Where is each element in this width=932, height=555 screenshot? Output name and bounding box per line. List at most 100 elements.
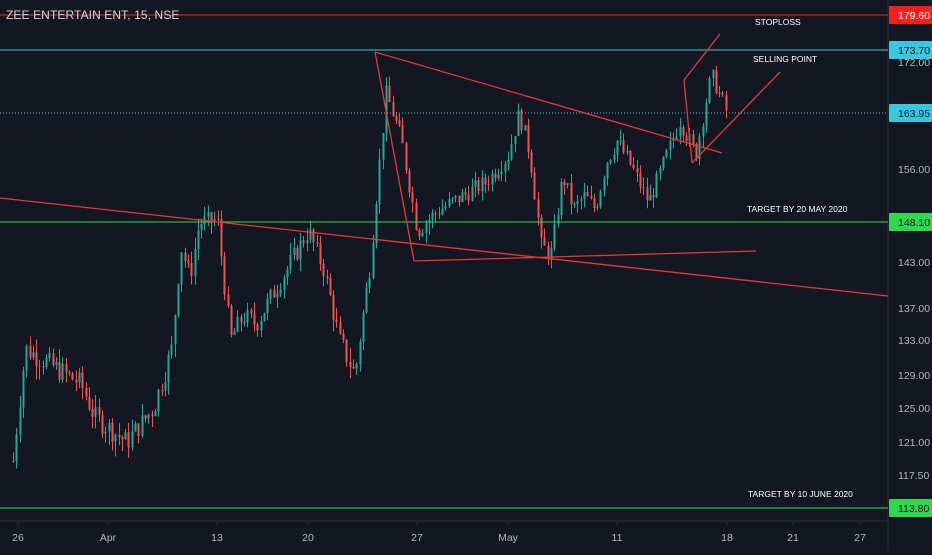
candle-body (448, 199, 451, 207)
candle-body (187, 261, 190, 263)
candle-body (665, 150, 668, 158)
candle-body (246, 310, 249, 323)
candle-body (12, 460, 15, 462)
channel-left-line[interactable] (683, 79, 693, 164)
candle-body (543, 237, 546, 246)
candle-body (61, 363, 64, 380)
candle-body (662, 157, 665, 169)
candle-body (362, 312, 365, 342)
candle-body (444, 206, 447, 209)
candle-body (302, 240, 305, 244)
candle-body (352, 366, 355, 369)
candle-body (342, 333, 345, 340)
candle-body (38, 366, 41, 368)
candle-body (75, 379, 78, 383)
candle-body (388, 85, 391, 103)
candle-body (553, 224, 556, 249)
candle-body (441, 208, 444, 215)
channel-upper-line[interactable] (683, 33, 721, 81)
candle-body (659, 168, 662, 174)
candle-body (477, 180, 480, 192)
support-trendline[interactable] (413, 250, 757, 262)
candle-body (636, 168, 639, 173)
time-axis[interactable]: 26 Apr 13 20 27 May 11 18 21 27 (12, 521, 866, 544)
candle-body (533, 172, 536, 200)
candle-body (81, 372, 84, 389)
candle-body (464, 192, 467, 195)
candle-body (349, 361, 352, 367)
candle-body (48, 353, 51, 359)
candle-body (425, 223, 428, 234)
candle-body (253, 313, 256, 325)
candle-body (339, 322, 342, 334)
candle-body (606, 163, 609, 179)
candle-body (236, 316, 239, 332)
candle-body (283, 277, 286, 290)
candle-body (692, 133, 695, 144)
candle-body (322, 263, 325, 277)
candle-body (494, 173, 497, 179)
candle-body (405, 143, 408, 171)
candle-body (359, 341, 362, 365)
candle-body (484, 177, 487, 185)
candle-body (32, 352, 35, 358)
candle-body (557, 215, 560, 225)
long-term-descending-trendline[interactable] (0, 197, 889, 297)
candle-body (230, 306, 233, 335)
candle-body (71, 373, 74, 380)
candle-body (537, 199, 540, 218)
candle-body (718, 92, 721, 94)
candle-body (375, 204, 378, 243)
candle-body (329, 277, 332, 296)
candle-body (434, 213, 437, 215)
candle-body (101, 414, 104, 434)
candle-body (418, 229, 421, 236)
channel-lower-line[interactable] (691, 71, 781, 164)
candle-body (25, 345, 28, 371)
candle-body (547, 245, 550, 259)
upper-descending-trendline[interactable] (374, 51, 723, 154)
candle-body (632, 164, 635, 169)
candles-layer (12, 65, 728, 469)
candle-body (286, 268, 289, 278)
candle-body (296, 247, 299, 260)
target-2-price-tag-text: 113.80 (898, 503, 929, 515)
candle-body (220, 219, 223, 257)
candle-body (233, 331, 236, 335)
time-tick-label: 27 (854, 532, 866, 544)
candle-body (194, 248, 197, 277)
stoploss-label: STOPLOSS (755, 17, 801, 27)
candle-body (15, 434, 18, 462)
candle-body (583, 191, 586, 200)
candle-body (144, 415, 147, 419)
price-tick-label: 125.00 (898, 403, 930, 415)
candle-body (335, 319, 338, 323)
candle-body (55, 362, 58, 366)
candle-body (157, 390, 160, 412)
candle-body (368, 278, 371, 288)
target-1-price-tag-text: 148.10 (898, 217, 930, 229)
time-tick-label: 18 (721, 532, 733, 544)
candle-body (170, 344, 173, 356)
symbol-title: ZEE ENTERTAIN ENT, 15, NSE (6, 8, 180, 22)
candle-body (94, 407, 97, 417)
candle-body (190, 262, 193, 277)
candle-body (306, 239, 309, 244)
candle-body (372, 242, 375, 279)
candle-body (520, 110, 523, 131)
candle-body (124, 432, 127, 440)
candle-body (566, 182, 569, 185)
candle-body (593, 198, 596, 209)
support-left-connector[interactable] (374, 51, 415, 262)
price-axis[interactable]: 172.00 156.00 143.00 137.00 133.00 129.00 125.… (898, 57, 930, 482)
candle-body (550, 248, 553, 259)
price-tick-label: 143.00 (898, 257, 930, 269)
candle-body (111, 422, 114, 442)
candle-body (210, 212, 213, 222)
candle-body (217, 218, 220, 220)
candle-body (646, 187, 649, 201)
candle-body (174, 315, 177, 345)
candle-body (260, 320, 263, 331)
